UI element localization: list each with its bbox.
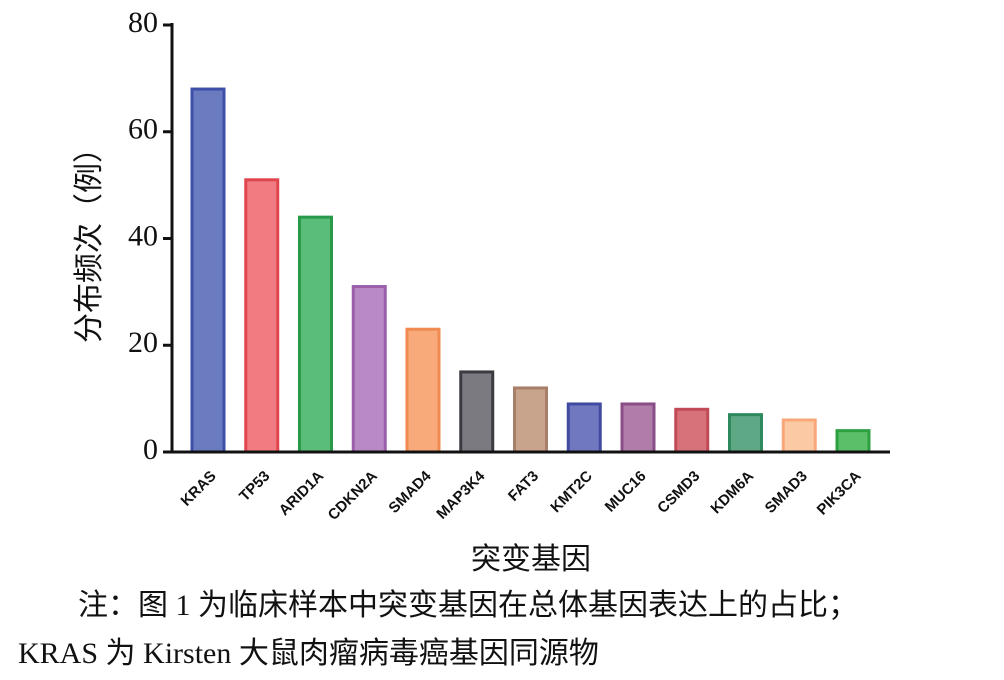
- bar: [405, 327, 441, 454]
- bar: [566, 402, 602, 454]
- bar: [674, 407, 710, 454]
- y-tick-label: 20: [128, 326, 158, 359]
- bar: [620, 402, 656, 454]
- x-tick-label: MAP3K4: [433, 467, 489, 523]
- x-tick-label: KDM6A: [707, 468, 757, 518]
- x-tick-label: CSMD3: [654, 468, 703, 517]
- y-tick-label: 60: [128, 113, 158, 146]
- note-line: KRAS 为 Kirsten 大鼠肉瘤病毒癌基因同源物: [18, 637, 599, 670]
- y-tick-label: 0: [143, 433, 158, 466]
- x-tick-label: FAT3: [505, 468, 542, 505]
- x-tick-label: PIK3CA: [814, 467, 865, 518]
- x-tick-label: CDKN2A: [325, 468, 381, 524]
- bar: [513, 386, 548, 454]
- y-tick-label: 80: [128, 6, 158, 39]
- x-tick-label: SMAD4: [385, 467, 435, 517]
- note-line: 注：图 1 为临床样本中突变基因在总体基因表达上的占比；: [78, 589, 858, 622]
- bar: [244, 178, 280, 454]
- bar: [781, 418, 817, 454]
- y-axis-title: 分布频次（例）: [73, 133, 106, 343]
- bar: [459, 370, 495, 454]
- x-tick-label: MUC16: [602, 468, 650, 516]
- bar: [728, 413, 763, 454]
- bar: [298, 215, 333, 454]
- bar: [835, 429, 871, 454]
- x-tick-label: KMT2C: [547, 468, 596, 517]
- x-tick-label: KRAS: [178, 468, 220, 510]
- x-tick-label: TP53: [236, 468, 273, 505]
- x-tick-label: ARID1A: [276, 467, 328, 519]
- y-tick-label: 40: [128, 219, 158, 252]
- x-tick-label: SMAD3: [762, 468, 811, 517]
- x-axis-title: 突变基因: [471, 543, 591, 576]
- bar: [351, 285, 387, 454]
- bar: [190, 87, 226, 454]
